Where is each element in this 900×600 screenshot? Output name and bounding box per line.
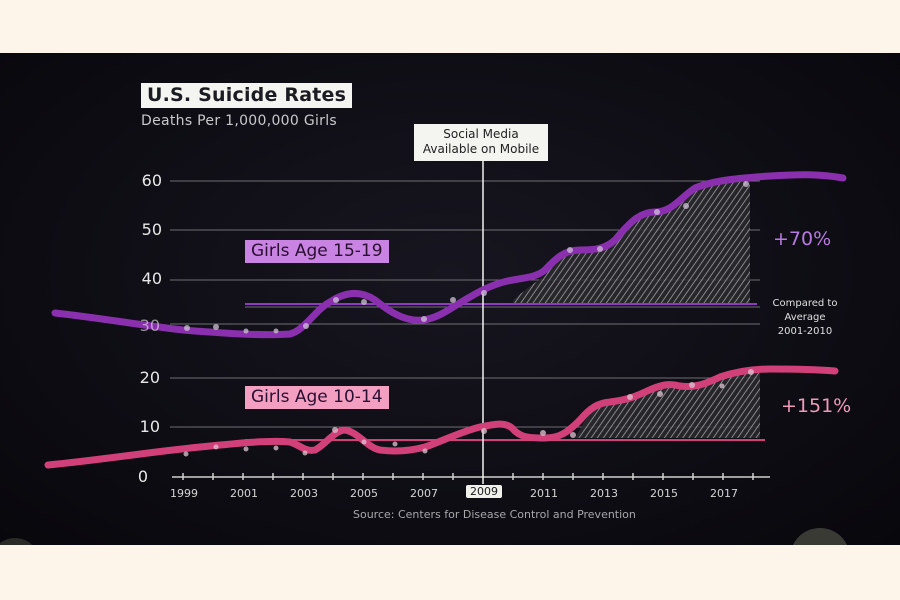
callout-line-2: Available on Mobile	[422, 142, 540, 156]
increase-10-14: +151%	[781, 395, 852, 417]
increase-15-19: +70%	[773, 228, 832, 250]
social-media-callout: Social Media Available on Mobile	[414, 124, 548, 161]
gridlines	[170, 180, 760, 428]
x-tick: 2007	[410, 487, 438, 500]
hatch-area-10-14	[575, 368, 760, 438]
comparison-line-3: 2001-2010	[777, 326, 833, 337]
background-object	[790, 528, 850, 545]
x-axis	[172, 473, 770, 480]
series-line-15-19	[51, 171, 847, 339]
data-points-10-14	[183, 369, 754, 457]
comparison-line-1: Compared to	[772, 298, 838, 309]
x-tick-highlighted: 2009	[466, 485, 502, 498]
y-tick: 30	[139, 316, 160, 335]
chart-panel: U.S. Suicide Rates Deaths Per 1,000,000 …	[0, 53, 900, 545]
x-tick: 2017	[710, 487, 738, 500]
data-points-15-19	[184, 181, 749, 334]
y-tick: 40	[141, 269, 162, 288]
chart-subtitle: Deaths Per 1,000,000 Girls	[141, 113, 338, 129]
chart-canvas	[44, 160, 847, 484]
callout-line-1: Social Media	[443, 127, 519, 141]
comparison-line-2: Average	[784, 312, 826, 323]
series-label-10-14: Girls Age 10-14	[245, 386, 389, 409]
y-tick: 60	[141, 171, 162, 190]
x-tick: 2001	[230, 487, 258, 500]
hatch-area-15-19	[513, 181, 750, 303]
y-tick: 20	[139, 368, 160, 387]
x-tick: 2015	[650, 487, 678, 500]
series-label-15-19: Girls Age 15-19	[245, 240, 389, 263]
x-tick: 1999	[170, 487, 198, 500]
source-note: Source: Centers for Disease Control and …	[353, 508, 636, 521]
x-tick: 2013	[590, 487, 618, 500]
x-tick: 2011	[530, 487, 558, 500]
background-object	[0, 538, 40, 545]
x-tick: 2005	[350, 487, 378, 500]
comparison-note: Compared to Average 2001-2010	[765, 297, 845, 339]
x-tick: 2003	[290, 487, 318, 500]
y-tick: 50	[141, 220, 162, 239]
chart-title: U.S. Suicide Rates	[141, 83, 353, 108]
y-tick: 0	[137, 467, 148, 486]
y-tick: 10	[139, 417, 160, 436]
